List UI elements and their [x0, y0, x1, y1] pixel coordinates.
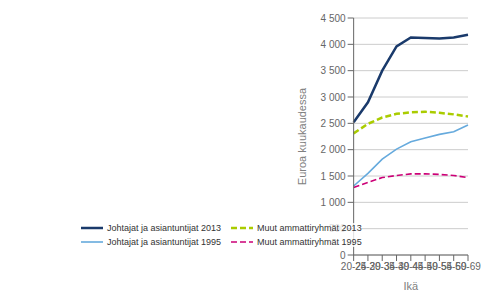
svg-text:4 000: 4 000: [321, 39, 346, 50]
svg-text:Euroa kuukaudessa: Euroa kuukaudessa: [296, 87, 308, 185]
svg-text:500: 500: [329, 223, 346, 234]
svg-text:2 000: 2 000: [321, 144, 346, 155]
svg-text:Ikä: Ikä: [403, 280, 419, 292]
svg-text:3 000: 3 000: [321, 92, 346, 103]
svg-text:4 500: 4 500: [321, 13, 346, 24]
svg-text:1 000: 1 000: [321, 197, 346, 208]
svg-text:0: 0: [340, 250, 346, 261]
svg-text:60-69: 60-69: [455, 261, 481, 272]
svg-text:1 500: 1 500: [321, 171, 346, 182]
svg-text:3 500: 3 500: [321, 65, 346, 76]
svg-text:2 500: 2 500: [321, 118, 346, 129]
